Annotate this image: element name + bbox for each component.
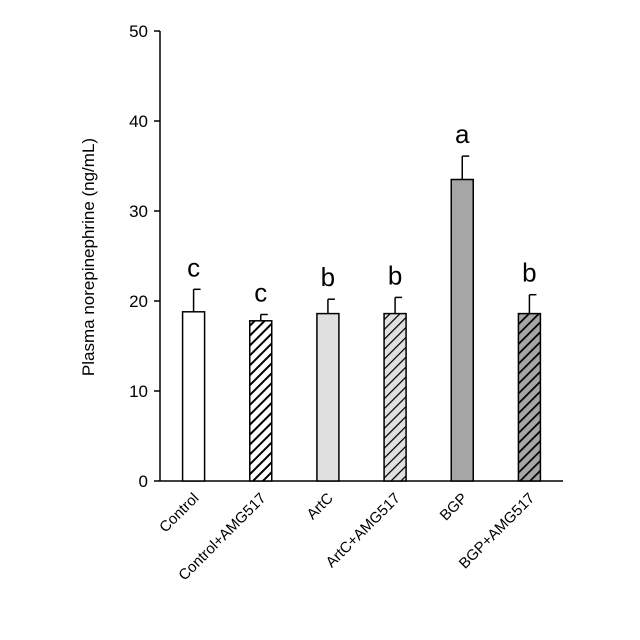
y-tick-label: 0 <box>139 472 148 491</box>
x-tick-label: ArtC <box>304 490 337 523</box>
x-tick-label: BGP <box>437 490 471 524</box>
significance-label: b <box>388 260 402 290</box>
significance-label: c <box>187 252 200 282</box>
y-tick-label: 30 <box>129 202 148 221</box>
bars: c c b b a b <box>181 119 542 482</box>
y-axis-label: Plasma norepinephrine (ng/mL) <box>79 138 98 376</box>
significance-label: c <box>254 278 267 308</box>
significance-label: a <box>455 119 470 149</box>
y-tick-label: 10 <box>129 382 148 401</box>
bar-artc-amg517 <box>383 312 407 482</box>
y-tick-label: 20 <box>129 292 148 311</box>
bar-control-amg517 <box>249 320 273 482</box>
significance-label: b <box>522 258 536 288</box>
significance-label: b <box>321 262 335 292</box>
bar-control <box>181 311 206 482</box>
bar-artc <box>316 312 340 482</box>
bar-bgp <box>450 178 474 482</box>
y-tick-label: 40 <box>129 112 148 131</box>
bar-bgp-amg517 <box>517 312 542 482</box>
y-axis: 0 10 20 30 40 50 <box>129 22 161 491</box>
x-tick-label: Control <box>156 490 202 536</box>
y-tick-label: 50 <box>129 22 148 41</box>
